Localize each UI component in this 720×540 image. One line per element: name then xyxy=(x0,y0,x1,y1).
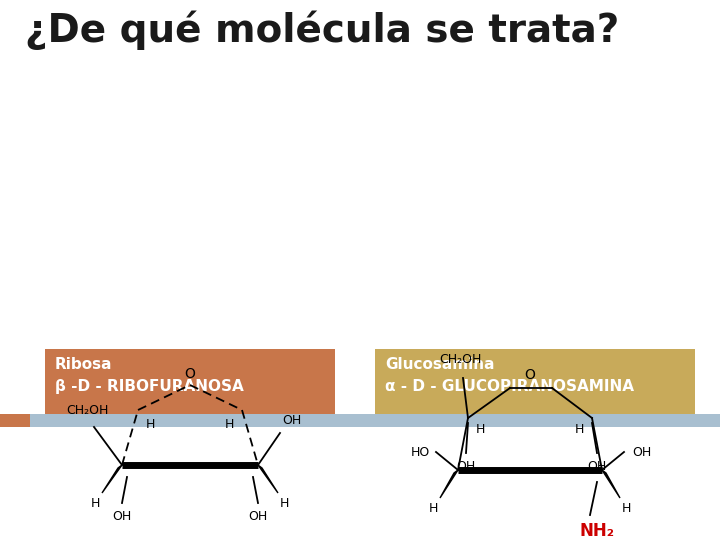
Text: H: H xyxy=(476,423,485,436)
Text: H: H xyxy=(146,418,156,431)
Text: NH₂: NH₂ xyxy=(580,522,614,540)
Text: ¿De qué molécula se trata?: ¿De qué molécula se trata? xyxy=(25,10,619,50)
Polygon shape xyxy=(602,470,620,498)
Bar xyxy=(0,414,30,427)
Text: β -D - RIBOFURANOSA: β -D - RIBOFURANOSA xyxy=(55,379,244,394)
Text: OH: OH xyxy=(632,446,652,458)
Polygon shape xyxy=(102,465,122,493)
Text: O: O xyxy=(184,367,195,381)
Text: α - D - GLUCOPIRANOSAMINA: α - D - GLUCOPIRANOSAMINA xyxy=(385,379,634,394)
Text: HO: HO xyxy=(410,446,430,458)
Text: O: O xyxy=(525,368,536,382)
Text: OH: OH xyxy=(282,414,301,427)
Text: H: H xyxy=(428,502,438,515)
Text: H: H xyxy=(622,502,631,515)
Text: OH: OH xyxy=(456,460,476,473)
Text: OH: OH xyxy=(588,460,607,473)
Bar xyxy=(45,349,335,414)
Bar xyxy=(0,414,720,427)
Polygon shape xyxy=(258,465,278,493)
Text: OH: OH xyxy=(112,510,132,523)
Text: H: H xyxy=(280,497,289,510)
Text: H: H xyxy=(225,418,234,431)
Text: Glucosamina: Glucosamina xyxy=(385,357,495,372)
Text: CH₂OH: CH₂OH xyxy=(438,353,481,366)
Bar xyxy=(375,349,695,414)
Polygon shape xyxy=(440,470,458,498)
Text: CH₂OH: CH₂OH xyxy=(66,404,108,417)
Text: H: H xyxy=(91,497,100,510)
Text: OH: OH xyxy=(248,510,268,523)
Text: H: H xyxy=(575,423,584,436)
Text: Ribosa: Ribosa xyxy=(55,357,112,372)
